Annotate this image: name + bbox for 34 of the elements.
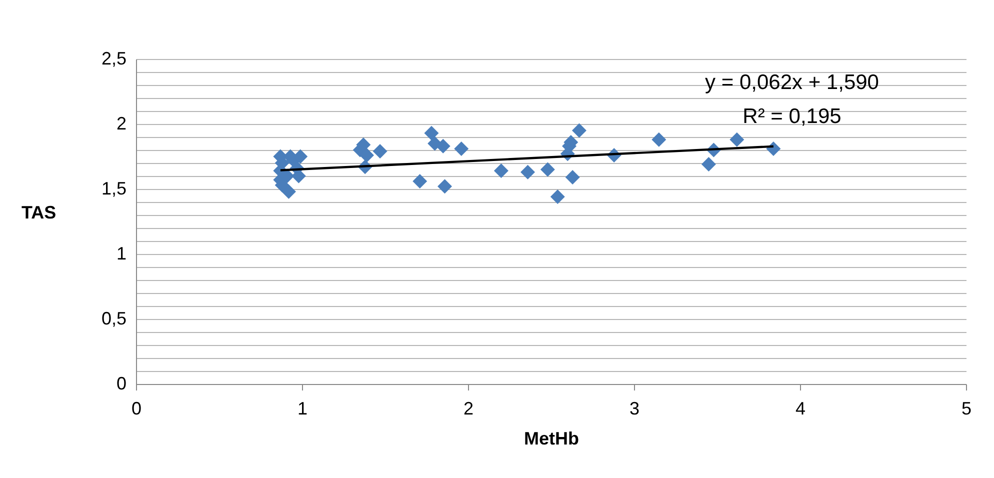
point: [293, 149, 308, 164]
x-tick-label: 0: [131, 398, 142, 418]
x-tick-label: 4: [795, 398, 806, 418]
x-tick-label: 2: [463, 398, 474, 418]
y-axis-title: TAS: [22, 202, 56, 222]
point: [565, 170, 580, 185]
point: [730, 132, 744, 147]
point: [520, 164, 536, 180]
point: [550, 190, 565, 204]
point: [701, 157, 716, 172]
point: [412, 174, 428, 188]
x-tick-label: 1: [297, 398, 308, 418]
point: [652, 132, 666, 147]
y-tick-label: 1,5: [101, 178, 126, 198]
y-tick-label: 0: [116, 374, 126, 394]
point: [281, 184, 296, 199]
point: [438, 179, 452, 194]
x-tick-label: 3: [629, 398, 640, 418]
point: [540, 162, 555, 177]
annotation: R² = 0,195: [742, 105, 842, 128]
annotation: y = 0,062x + 1,590: [705, 71, 879, 94]
y-tick-label: 1: [116, 244, 126, 264]
point: [436, 138, 450, 154]
point: [359, 148, 374, 162]
y-tick-label: 2: [116, 114, 126, 134]
x-axis-title: MetHb: [524, 428, 579, 448]
point: [372, 144, 388, 159]
point: [494, 164, 508, 178]
y-tick-label: 2,5: [101, 48, 126, 68]
point: [424, 126, 439, 140]
point: [572, 123, 586, 138]
y-tick-label: 0,5: [101, 308, 126, 328]
point: [454, 141, 469, 156]
x-tick-label: 5: [961, 398, 972, 418]
